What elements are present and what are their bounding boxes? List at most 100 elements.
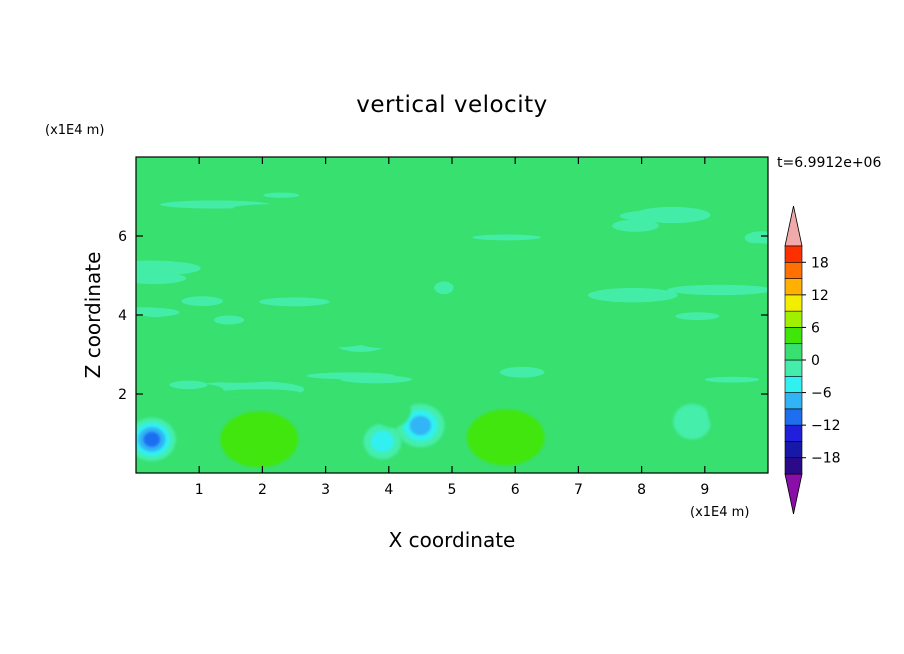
time-label: t=6.9912e+06 [777, 155, 881, 171]
y-tick-label: 6 [118, 229, 127, 245]
wave-streak [611, 219, 659, 232]
wave-streak [542, 323, 579, 341]
colorbar-swatch [784, 310, 803, 328]
wave-streak [589, 343, 644, 357]
wave-streak [226, 237, 336, 254]
wave-streak [445, 202, 563, 219]
wave-streak [136, 363, 172, 376]
contour-band [373, 392, 411, 428]
wave-streak [678, 352, 699, 368]
wave-streak [181, 296, 224, 306]
colorbar-swatch [784, 343, 803, 361]
chart-title: vertical velocity [356, 92, 547, 118]
contour-band [717, 433, 756, 470]
wave-streak [695, 164, 768, 179]
wave-streak [486, 286, 544, 299]
wave-streak [467, 313, 551, 319]
wave-gap [589, 396, 648, 402]
colorbar: 18 12 6 0 −6 −12 −18 [784, 205, 841, 515]
wave-streak [347, 360, 403, 369]
x-tick-label: 8 [637, 482, 646, 498]
wave-gap [371, 388, 445, 395]
contour-band [707, 395, 746, 432]
wave-streak [582, 361, 629, 377]
wave-streak [263, 192, 300, 198]
wave-streak [233, 204, 323, 212]
updraft-cell [373, 392, 411, 428]
wave-streak [174, 280, 236, 286]
velocity-contour-field [136, 157, 768, 473]
colorbar-tick-label: −18 [811, 451, 841, 467]
wave-streak [619, 209, 709, 223]
colorbar-over-arrow [784, 205, 803, 247]
wave-streak [619, 157, 649, 161]
downdraft-cell [673, 403, 712, 440]
x-tick-label: 2 [258, 482, 267, 498]
wave-streak [687, 257, 715, 264]
wave-streak [512, 332, 568, 339]
y-tick-label: 2 [118, 387, 127, 403]
colorbar-swatch [784, 245, 803, 263]
wave-streak [434, 281, 454, 295]
wave-streak [319, 242, 345, 256]
colorbar-swatch [784, 408, 803, 426]
colorbar-tick-label: 18 [811, 255, 829, 271]
wave-streak [198, 373, 278, 383]
wave-streak [654, 259, 768, 273]
colorbar-tick-label: −6 [811, 386, 832, 402]
x-tick-label: 4 [384, 482, 393, 498]
wave-streak [360, 197, 397, 213]
x-tick-label: 3 [321, 482, 330, 498]
wave-streak [675, 312, 720, 321]
wave-streak [430, 258, 462, 267]
wave-streak [407, 171, 496, 182]
wave-streak [306, 372, 396, 380]
wave-streak [259, 297, 330, 307]
colorbar-swatch [784, 261, 803, 279]
updraft-cell [707, 395, 746, 432]
downdraft-cell [136, 417, 176, 462]
x-tick-label: 1 [195, 482, 204, 498]
wave-streak [626, 254, 676, 270]
wave-streak [237, 268, 288, 274]
colorbar-tick-label: 6 [811, 320, 820, 336]
x-tick-label: 6 [511, 482, 520, 498]
wave-streak [222, 226, 272, 242]
colorbar-swatch [784, 278, 803, 296]
downdraft-cell [363, 423, 402, 460]
colorbar-tick-label: 0 [811, 353, 820, 369]
contour-band [673, 403, 712, 440]
wave-streak [543, 158, 625, 168]
wave-gap [612, 389, 681, 396]
wave-streak [732, 243, 768, 251]
colorbar-swatch [784, 424, 803, 442]
updraft-cell [196, 394, 323, 473]
updraft-cell [717, 433, 756, 470]
wave-streak [472, 234, 541, 241]
wave-streak [169, 380, 208, 390]
wave-streaks [136, 157, 768, 409]
wave-streak [667, 284, 768, 296]
wave-streak [256, 262, 310, 270]
wave-streak [569, 264, 642, 277]
wave-streak [246, 217, 330, 227]
colorbar-tick-label: −12 [811, 418, 841, 434]
wave-streak [153, 286, 250, 292]
x-tick-label: 5 [448, 482, 457, 498]
wave-streak [181, 213, 260, 231]
wave-streak [136, 260, 201, 276]
contour-band [409, 415, 432, 436]
wave-streak [689, 199, 768, 207]
wave-streak [756, 394, 768, 403]
wave-streak [136, 307, 180, 318]
wave-streak [213, 315, 245, 325]
wave-streak [160, 319, 224, 333]
contour-band [220, 411, 299, 468]
x-axis-label: X coordinate [389, 528, 516, 552]
contour-band [619, 443, 658, 473]
wave-gap [138, 398, 218, 406]
contour-band [370, 430, 395, 453]
wave-streak [295, 335, 368, 348]
wave-streak [345, 318, 448, 330]
